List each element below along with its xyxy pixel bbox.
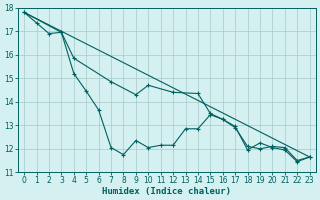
X-axis label: Humidex (Indice chaleur): Humidex (Indice chaleur) bbox=[102, 187, 231, 196]
